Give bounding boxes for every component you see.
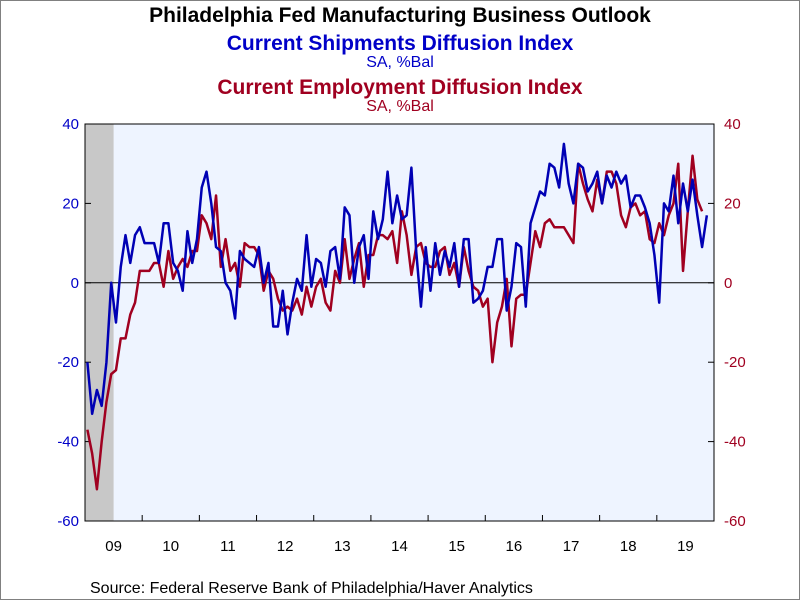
source-note: Source: Federal Reserve Bank of Philadel… [90, 580, 533, 597]
shipments-title: Current Shipments Diffusion Index [227, 32, 574, 55]
right-axis: 40 20 0 -20 -40 -60 [724, 116, 746, 530]
left-tick-label: -20 [57, 354, 79, 371]
series-layer [86, 142, 709, 491]
x-tick-label: 18 [620, 538, 637, 555]
left-axis: 40 20 0 -20 -40 -60 [57, 116, 79, 530]
axis-ticks [85, 123, 714, 522]
x-axis: 09 10 11 12 13 14 15 16 17 18 19 [105, 538, 694, 555]
x-tick-label: 10 [162, 538, 179, 555]
left-tick-label: -60 [57, 513, 79, 530]
right-tick-label: -40 [724, 434, 746, 451]
x-tick-label: 16 [506, 538, 523, 555]
right-tick-label: -60 [724, 513, 746, 530]
x-tick-label: 17 [563, 538, 580, 555]
right-tick-label: 20 [724, 195, 741, 212]
x-tick-label: 14 [391, 538, 408, 555]
employment-units: SA, %Bal [366, 98, 434, 115]
left-tick-label: 20 [62, 195, 79, 212]
left-tick-label: 0 [71, 275, 79, 292]
plot-border [84, 123, 715, 522]
x-tick-label: 13 [334, 538, 351, 555]
right-tick-label: 40 [724, 116, 741, 133]
plot-area [85, 124, 714, 521]
x-tick-label: 11 [220, 538, 236, 555]
chart-title: Philadelphia Fed Manufacturing Business … [149, 4, 651, 27]
x-tick-label: 15 [448, 538, 465, 555]
left-tick-label: 40 [62, 116, 79, 133]
left-tick-label: -40 [57, 434, 79, 451]
right-tick-label: -20 [724, 354, 746, 371]
x-tick-label: 09 [105, 538, 122, 555]
x-tick-label: 12 [277, 538, 294, 555]
right-tick-label: 0 [724, 275, 732, 292]
shipments-line [86, 142, 709, 416]
shipments-units: SA, %Bal [366, 54, 434, 71]
x-tick-label: 19 [677, 538, 694, 555]
employment-title: Current Employment Diffusion Index [217, 76, 583, 99]
